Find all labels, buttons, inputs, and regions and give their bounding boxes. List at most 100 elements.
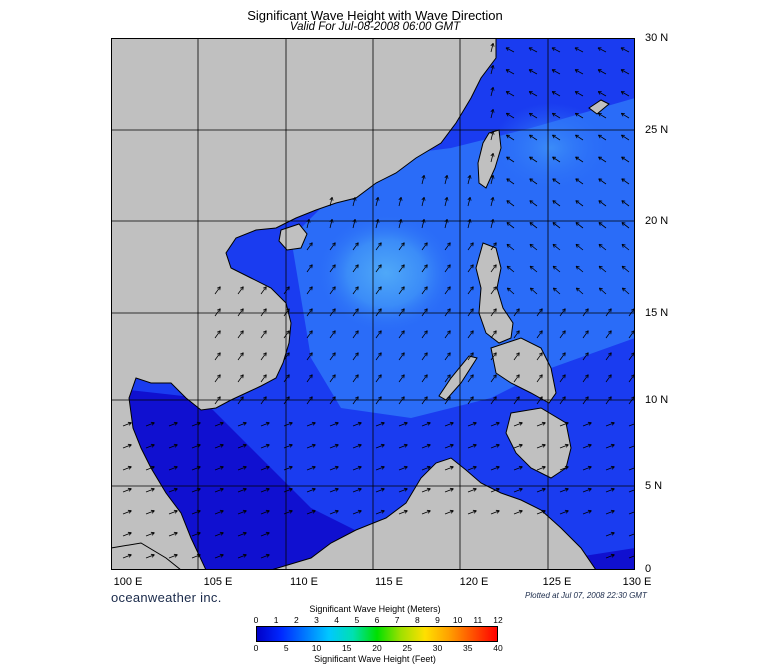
wave-arrow-head bbox=[492, 286, 497, 289]
wave-arrow-shaft bbox=[168, 466, 178, 471]
wave-arrow-shaft bbox=[598, 200, 607, 207]
wave-arrow-head bbox=[239, 352, 244, 355]
wave-arrow-head bbox=[243, 444, 247, 448]
wave-arrow-head bbox=[377, 286, 382, 289]
wave-arrow-head bbox=[597, 47, 601, 51]
wave-arrow-shaft bbox=[237, 466, 247, 471]
wave-arrow-shaft bbox=[506, 112, 515, 119]
wave-arrow-shaft bbox=[536, 352, 543, 361]
wave-arrow-head bbox=[404, 510, 408, 514]
wave-arrow-shaft bbox=[444, 396, 451, 405]
wave-arrow-head bbox=[377, 352, 382, 355]
wave-arrow-shaft bbox=[375, 197, 379, 207]
wave-arrow-head bbox=[331, 219, 334, 223]
ryukyu-islands bbox=[588, 99, 610, 115]
wave-arrow-head bbox=[331, 197, 334, 201]
wave-arrow-head bbox=[174, 532, 178, 536]
wave-arrow-head bbox=[492, 65, 495, 69]
wave-arrow-head bbox=[506, 200, 511, 202]
wave-arrow-shaft bbox=[582, 510, 592, 515]
wave-arrow-shaft bbox=[490, 466, 500, 471]
wave-arrow-head bbox=[446, 264, 451, 267]
wave-arrow-head bbox=[243, 466, 247, 470]
wave-arrow-head bbox=[607, 352, 612, 355]
wave-arrow-shaft bbox=[582, 444, 592, 449]
wave-arrow-head bbox=[308, 308, 313, 311]
wave-arrow-head bbox=[630, 330, 635, 333]
wave-arrow-shaft bbox=[191, 422, 201, 427]
wave-arrow-head bbox=[151, 532, 155, 536]
wave-arrow-shaft bbox=[237, 308, 244, 317]
wave-arrow-shaft bbox=[375, 422, 385, 427]
wave-arrow-head bbox=[220, 532, 224, 536]
wave-arrow-shaft bbox=[306, 374, 313, 383]
wave-arrow-shaft bbox=[513, 308, 520, 317]
wave-arrow-head bbox=[610, 330, 612, 335]
wave-arrow-head bbox=[469, 308, 474, 311]
wave-arrow-shaft bbox=[513, 330, 520, 339]
wave-arrow-shaft bbox=[490, 109, 494, 119]
wave-arrow-head bbox=[529, 178, 532, 183]
wave-direction-arrows bbox=[122, 43, 635, 559]
wave-arrow-head bbox=[495, 374, 497, 379]
wave-arrow-head bbox=[262, 396, 267, 399]
wave-arrow-shaft bbox=[214, 374, 221, 383]
wave-arrow-head bbox=[334, 330, 336, 335]
wave-arrow-head bbox=[541, 352, 543, 357]
wave-arrow-head bbox=[621, 200, 624, 204]
wave-arrow-head bbox=[449, 264, 451, 269]
wave-arrow-head bbox=[423, 242, 428, 245]
wave-arrow-shaft bbox=[506, 91, 515, 97]
wave-arrow-head bbox=[216, 374, 221, 377]
wave-arrow-head bbox=[490, 153, 494, 157]
wave-arrow-head bbox=[329, 197, 333, 201]
wave-arrow-shaft bbox=[506, 134, 515, 141]
wave-arrow-shaft bbox=[191, 488, 201, 493]
wave-arrow-shaft bbox=[352, 444, 362, 449]
wave-arrow-head bbox=[575, 134, 578, 139]
wave-arrow-head bbox=[288, 330, 290, 335]
wave-arrow-shaft bbox=[552, 243, 561, 251]
wave-arrow-head bbox=[630, 396, 635, 399]
wave-arrow-head bbox=[492, 109, 495, 113]
wave-arrow-head bbox=[262, 308, 267, 311]
wave-arrow-shaft bbox=[530, 287, 538, 295]
wave-arrow-head bbox=[128, 510, 132, 514]
wave-arrow-head bbox=[446, 396, 451, 399]
wave-arrow-head bbox=[492, 264, 497, 267]
wave-arrow-shaft bbox=[513, 422, 523, 427]
wave-arrow-shaft bbox=[552, 134, 561, 141]
wave-arrow-shaft bbox=[214, 554, 224, 559]
wave-arrow-shaft bbox=[620, 69, 630, 75]
wave-arrow-head bbox=[490, 131, 494, 135]
wave-arrow-shaft bbox=[421, 197, 425, 207]
wave-arrow-head bbox=[607, 308, 612, 311]
wave-arrow-head bbox=[354, 242, 359, 245]
wave-arrow-shaft bbox=[191, 444, 201, 449]
wave-arrow-head bbox=[423, 352, 428, 355]
wave-arrow-shaft bbox=[260, 510, 270, 515]
wave-arrow-head bbox=[506, 200, 509, 204]
wave-arrow-shaft bbox=[237, 532, 247, 537]
wave-arrow-head bbox=[242, 286, 244, 291]
wave-arrow-head bbox=[289, 510, 293, 514]
wave-arrow-head bbox=[421, 197, 425, 201]
wave-arrow-head bbox=[426, 286, 428, 291]
wave-arrow-head bbox=[529, 222, 532, 226]
wave-arrow-shaft bbox=[621, 243, 630, 251]
wave-arrow-head bbox=[216, 352, 221, 355]
wave-arrow-head bbox=[492, 242, 497, 245]
wave-arrow-head bbox=[311, 352, 313, 357]
wave-arrow-shaft bbox=[329, 444, 339, 449]
wave-arrow-head bbox=[542, 444, 546, 448]
wave-arrow-head bbox=[335, 422, 339, 426]
wave-arrow-head bbox=[506, 222, 511, 224]
wave-arrow-shaft bbox=[582, 422, 592, 427]
wave-arrow-shaft bbox=[536, 396, 543, 405]
wave-arrow-shaft bbox=[421, 264, 428, 273]
lon-label-115e: 115 E bbox=[375, 576, 403, 588]
wave-arrow-shaft bbox=[398, 242, 405, 251]
wave-arrow-head bbox=[288, 396, 290, 401]
wave-arrow-head bbox=[529, 200, 534, 202]
wave-arrow-head bbox=[528, 47, 532, 51]
